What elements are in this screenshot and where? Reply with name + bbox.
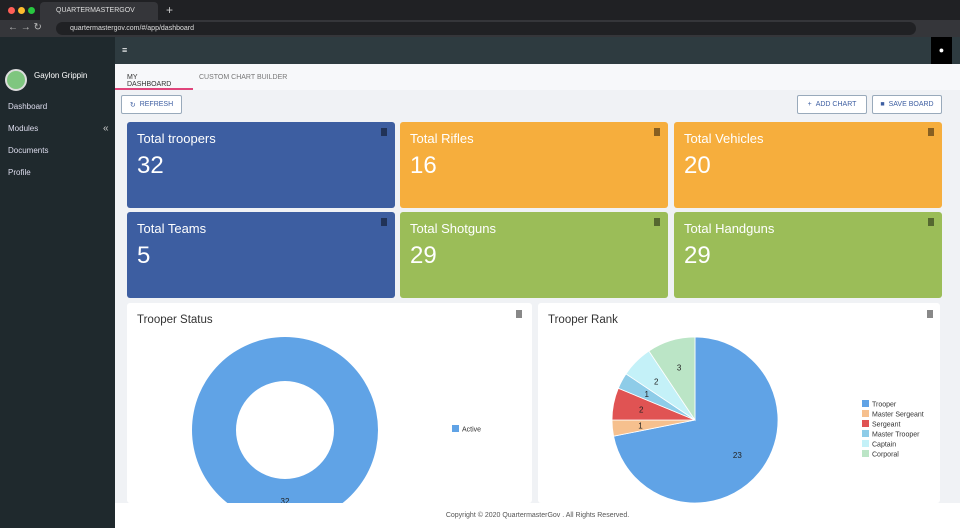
legend-label: Master Trooper xyxy=(872,432,920,439)
save-board-button[interactable]: ■ SAVE BOARD xyxy=(872,95,942,114)
card-value: 29 xyxy=(410,242,437,269)
legend-swatch xyxy=(862,440,869,447)
stat-card: Total Shotguns 29 xyxy=(400,212,668,298)
legend-swatch xyxy=(452,425,459,432)
card-label: Total troopers xyxy=(137,131,216,146)
address-bar[interactable]: quartermastergov.com/#/app/dashboard xyxy=(56,22,916,35)
legend-label: Active xyxy=(462,427,481,434)
delete-icon[interactable] xyxy=(654,128,660,136)
button-label: SAVE BOARD xyxy=(888,101,934,108)
chart-title: Trooper Status xyxy=(137,314,213,326)
button-label: REFRESH xyxy=(139,101,174,108)
menu[interactable]: ≡ xyxy=(122,45,128,55)
delete-icon[interactable] xyxy=(928,128,934,136)
delete-icon[interactable] xyxy=(928,218,934,226)
add-chart-button[interactable]: + ADD CHART xyxy=(797,95,867,114)
refresh-button[interactable]: ↻ REFRESH xyxy=(121,95,182,114)
card-value: 20 xyxy=(684,152,711,179)
new-tab[interactable]: + xyxy=(166,3,174,17)
card-value: 16 xyxy=(410,152,437,179)
pie-slice xyxy=(613,336,779,504)
topbar: ≡ ● xyxy=(115,37,960,64)
legend-label: Master Sergeant xyxy=(872,412,924,419)
nav-item[interactable]: Modules xyxy=(8,124,39,133)
data-label: 1 xyxy=(644,390,649,399)
legend-label: Trooper xyxy=(872,402,897,409)
nav-item[interactable]: Profile xyxy=(8,168,31,177)
card-label: Total Teams xyxy=(137,221,207,236)
stat-card: Total Vehicles 20 xyxy=(674,122,942,208)
browser-chrome: QUARTERMASTERGOV + ← → ↻ quartermastergo… xyxy=(0,0,960,37)
legend-label: Corporal xyxy=(872,452,899,459)
browser-tab[interactable]: QUARTERMASTERGOV xyxy=(40,2,158,20)
stat-card: Total Handguns 29 xyxy=(674,212,942,298)
legend-swatch xyxy=(862,420,869,427)
legend-swatch xyxy=(862,430,869,437)
user-menu[interactable]: ● xyxy=(931,37,952,64)
user-name: Gaylon Grippin xyxy=(34,71,88,80)
pie-slice xyxy=(648,336,696,422)
card-label: Total Handguns xyxy=(684,221,775,236)
legend-label: Sergeant xyxy=(872,422,900,429)
avatar xyxy=(5,69,27,91)
delete-icon[interactable] xyxy=(516,310,522,318)
delete-icon[interactable] xyxy=(381,128,387,136)
delete-icon[interactable] xyxy=(927,310,933,318)
collapse[interactable]: « xyxy=(103,123,109,134)
data-label: 23 xyxy=(733,451,742,460)
legend-swatch xyxy=(862,410,869,417)
data-label: 1 xyxy=(638,421,643,430)
tabs: MY DASHBOARD CUSTOM CHART BUILDER xyxy=(115,64,960,90)
data-label: 2 xyxy=(654,377,659,386)
donut-segment xyxy=(192,337,378,523)
tab[interactable]: MY DASHBOARD xyxy=(115,64,193,90)
card-value: 5 xyxy=(137,242,151,269)
legend-label: Captain xyxy=(872,442,896,449)
nav-buttons[interactable]: ← → ↻ xyxy=(8,22,42,33)
chart-title: Trooper Rank xyxy=(548,314,618,326)
data-label: 2 xyxy=(639,405,644,414)
tab[interactable]: CUSTOM CHART BUILDER xyxy=(199,74,288,81)
sidebar: Gaylon Grippin « Dashboard Modules Documen… xyxy=(0,37,115,528)
card-value: 29 xyxy=(684,242,711,269)
legend-swatch xyxy=(862,400,869,407)
nav-item[interactable]: Documents xyxy=(8,146,49,155)
delete-icon[interactable] xyxy=(654,218,660,226)
legend-swatch xyxy=(862,450,869,457)
stat-card: Total Rifles 16 xyxy=(400,122,668,208)
delete-icon[interactable] xyxy=(381,218,387,226)
card-label: Total Vehicles xyxy=(684,131,764,146)
data-label: 3 xyxy=(677,364,682,373)
nav-item[interactable]: Dashboard xyxy=(8,102,48,111)
stat-card: Total troopers 32 xyxy=(127,122,395,208)
footer: Copyright © 2020 QuartermasterGov . All … xyxy=(115,503,960,528)
data-label: 32 xyxy=(281,497,290,506)
card-label: Total Shotguns xyxy=(410,221,497,236)
stat-card: Total Teams 5 xyxy=(127,212,395,298)
card-label: Total Rifles xyxy=(410,131,474,146)
card-value: 32 xyxy=(137,152,164,179)
button-label: ADD CHART xyxy=(815,101,857,108)
